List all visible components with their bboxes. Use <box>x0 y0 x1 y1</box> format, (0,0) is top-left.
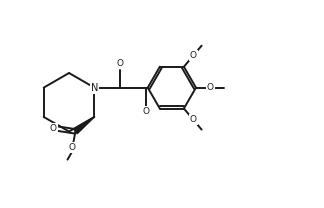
Text: O: O <box>117 59 124 68</box>
Text: N: N <box>91 83 98 93</box>
Text: O: O <box>68 143 75 152</box>
Text: O: O <box>50 124 57 133</box>
Text: O: O <box>190 51 197 60</box>
Text: O: O <box>207 83 214 92</box>
Text: O: O <box>143 107 150 116</box>
Text: O: O <box>190 115 197 124</box>
Polygon shape <box>74 117 94 134</box>
